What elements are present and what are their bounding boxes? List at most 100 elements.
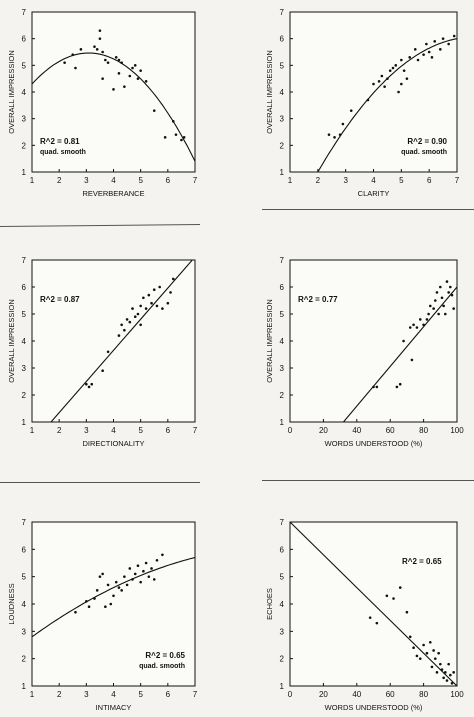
data-point [435, 291, 439, 294]
data-point [449, 285, 452, 289]
data-point [161, 553, 164, 557]
data-point [413, 48, 417, 51]
data-point [427, 50, 431, 54]
x-axis-label: REVERBERANCE [82, 189, 144, 198]
chart-panel-1: 1 2 3 4 5 6 7 1 2 3 4 5 6 7 REVERBERANCE OVERALL IMPRES… [7, 8, 198, 198]
divider-bottom-right [262, 480, 474, 481]
x-tick-label: 20 [319, 690, 328, 699]
x-tick-label: 5 [138, 690, 143, 699]
y-tick-label: 2 [280, 391, 285, 400]
y-tick-label: 6 [22, 545, 27, 554]
data-point [391, 66, 395, 70]
data-point [136, 312, 140, 316]
data-point [402, 339, 405, 343]
y-tick-label: 1 [280, 168, 285, 177]
data-point [79, 48, 83, 51]
data-point [440, 296, 444, 300]
data-point [416, 58, 420, 62]
x-tick-label: 6 [427, 176, 432, 185]
data-point [402, 69, 406, 72]
data-point [425, 651, 429, 655]
data-point [433, 657, 437, 660]
data-point [98, 575, 102, 578]
x-tick-label: 6 [166, 176, 171, 185]
x-tick-label: 100 [450, 426, 464, 435]
x-tick-label: 100 [450, 690, 464, 699]
data-point [147, 575, 151, 578]
data-point [444, 671, 447, 674]
data-point [395, 385, 399, 389]
data-point [408, 56, 411, 59]
data-point [117, 334, 121, 337]
data-point [133, 572, 137, 576]
fit-line [290, 522, 457, 686]
data-point [442, 304, 445, 308]
data-point [439, 48, 442, 51]
data-point [128, 320, 132, 324]
data-point [158, 285, 161, 289]
data-point [377, 80, 381, 83]
data-point [442, 676, 445, 680]
x-tick-label: 40 [352, 690, 361, 699]
data-point [375, 621, 379, 625]
chart-panel-3: 1 2 3 4 5 6 7 1 2 3 4 5 6 7 DIRECTIONALITY OVERALL IMPR… [7, 256, 198, 448]
data-point [133, 315, 137, 319]
data-point [428, 640, 432, 644]
r-squared-annotation: R^2 = 0.90 [407, 137, 447, 146]
data-point [333, 136, 336, 139]
data-point [450, 293, 454, 297]
x-tick-label: 3 [343, 176, 348, 185]
data-point [117, 586, 121, 589]
y-tick-label: 5 [22, 573, 27, 582]
data-point [74, 66, 77, 70]
plot-frame [31, 11, 196, 173]
data-point [388, 69, 392, 72]
data-point [412, 323, 415, 327]
data-point [450, 681, 454, 685]
data-point [131, 66, 134, 70]
data-point [142, 569, 145, 573]
plot-frame [289, 259, 458, 423]
y-tick-label: 3 [22, 627, 27, 636]
data-point [452, 671, 455, 674]
smoothing-annotation: quad. smooth [401, 149, 447, 156]
data-point [394, 64, 398, 67]
r-squared-annotation: R^2 = 0.65 [402, 557, 442, 566]
x-axis-label: INTIMACY [96, 703, 132, 712]
y-tick-label: 1 [280, 418, 285, 427]
data-point [432, 307, 435, 310]
data-point [125, 318, 129, 321]
x-axis-label: CLARITY [358, 189, 390, 198]
data-point [452, 34, 456, 38]
data-point [405, 610, 409, 614]
plot-frame [31, 521, 196, 687]
data-point [182, 136, 186, 139]
y-tick-label: 6 [280, 35, 285, 44]
x-tick-label: 4 [111, 690, 116, 699]
x-tick-label: 1 [30, 176, 35, 185]
data-point [101, 50, 104, 54]
y-tick-label: 5 [280, 61, 285, 70]
data-point [120, 61, 123, 64]
data-point [104, 58, 107, 62]
fit-line [343, 286, 457, 422]
x-axis-label: DIRECTIONALITY [82, 439, 144, 448]
y-tick-label: 3 [280, 364, 285, 373]
x-tick-label: 6 [166, 690, 171, 699]
plot-frame [289, 11, 458, 173]
x-tick-label: 2 [57, 690, 62, 699]
data-point [418, 657, 422, 660]
y-tick-label: 7 [22, 518, 27, 527]
data-point [123, 575, 126, 578]
data-point [142, 296, 145, 300]
data-point [131, 307, 134, 310]
data-point [433, 299, 437, 302]
y-tick-label: 4 [22, 600, 27, 609]
smoothing-annotation: quad. smooth [139, 663, 185, 670]
data-point [432, 649, 435, 652]
data-point [422, 53, 425, 56]
data-point [112, 594, 115, 598]
data-point [452, 307, 455, 310]
y-tick-label: 1 [280, 682, 285, 691]
data-point [144, 561, 148, 565]
